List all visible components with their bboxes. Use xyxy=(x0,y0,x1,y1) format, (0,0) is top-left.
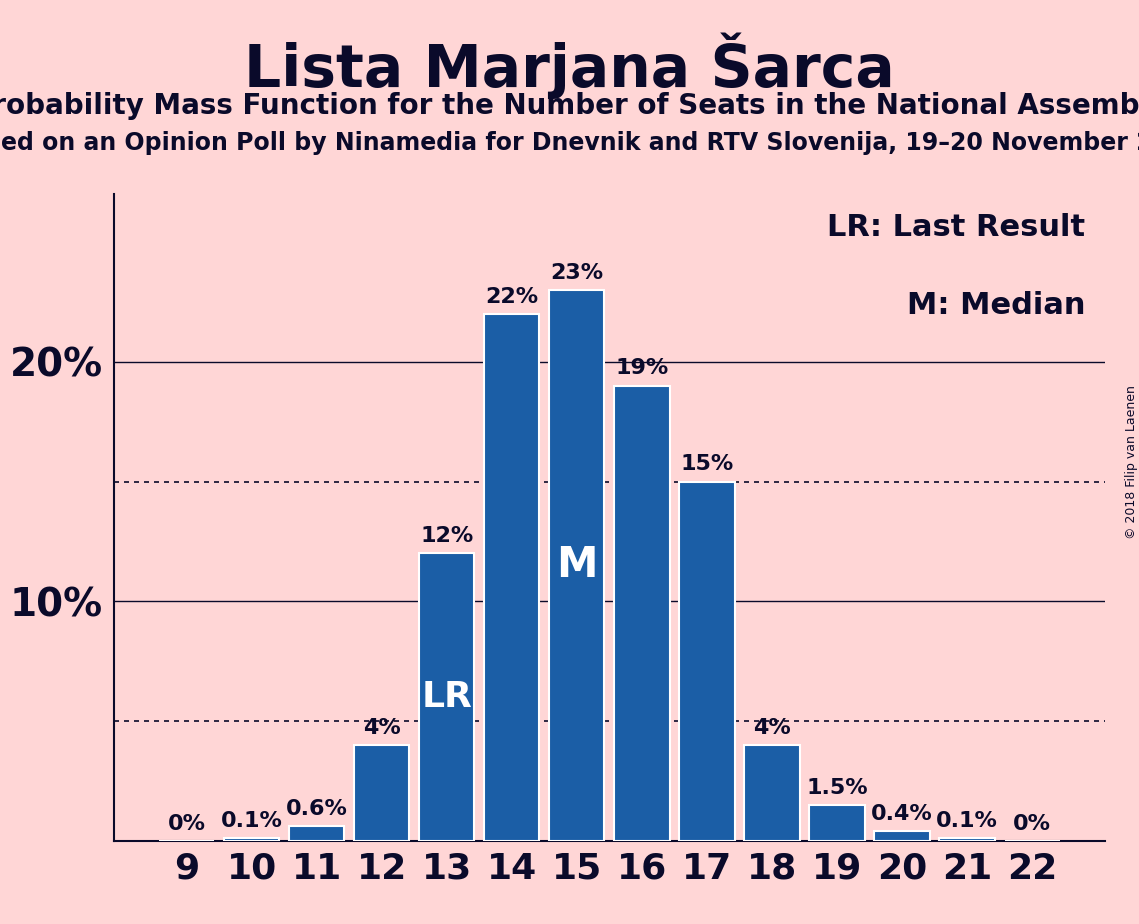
Text: LR: LR xyxy=(421,680,473,714)
Text: 0%: 0% xyxy=(167,814,205,833)
Bar xyxy=(289,826,344,841)
Bar xyxy=(419,553,475,841)
Bar xyxy=(744,745,800,841)
Text: 23%: 23% xyxy=(550,262,604,283)
Text: M: Median: M: Median xyxy=(907,291,1085,320)
Bar xyxy=(484,314,540,841)
Text: 19%: 19% xyxy=(615,359,669,379)
Bar xyxy=(810,805,865,841)
Bar xyxy=(940,838,994,841)
Text: Probability Mass Function for the Number of Seats in the National Assembly: Probability Mass Function for the Number… xyxy=(0,92,1139,120)
Text: 4%: 4% xyxy=(753,718,790,738)
Text: 0.4%: 0.4% xyxy=(871,804,933,824)
Text: 0%: 0% xyxy=(1014,814,1051,833)
Bar xyxy=(614,385,670,841)
Text: 12%: 12% xyxy=(420,526,474,546)
Bar xyxy=(354,745,409,841)
Text: Lista Marjana Šarca: Lista Marjana Šarca xyxy=(244,32,895,99)
Text: 0.1%: 0.1% xyxy=(936,811,998,832)
Text: 0.1%: 0.1% xyxy=(221,811,282,832)
Text: 15%: 15% xyxy=(680,455,734,474)
Text: M: M xyxy=(556,544,598,587)
Bar xyxy=(875,832,929,841)
Bar xyxy=(679,481,735,841)
Text: 1.5%: 1.5% xyxy=(806,778,868,797)
Text: 0.6%: 0.6% xyxy=(286,799,347,820)
Bar xyxy=(549,290,605,841)
Text: 4%: 4% xyxy=(363,718,401,738)
Text: © 2018 Filip van Laenen: © 2018 Filip van Laenen xyxy=(1124,385,1138,539)
Text: 22%: 22% xyxy=(485,286,539,307)
Bar xyxy=(224,838,279,841)
Text: LR: Last Result: LR: Last Result xyxy=(827,213,1085,242)
Text: Based on an Opinion Poll by Ninamedia for Dnevnik and RTV Slovenija, 19–20 Novem: Based on an Opinion Poll by Ninamedia fo… xyxy=(0,131,1139,155)
